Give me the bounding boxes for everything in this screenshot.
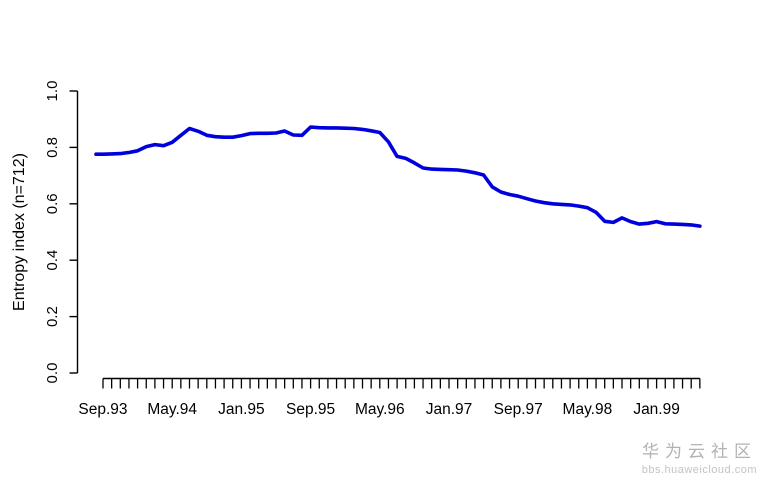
x-tick-label: May.94 [147,401,197,418]
watermark-url: bbs.huaweicloud.com [641,463,757,476]
x-axis: Sep.93 May.94 Jan.95 Sep.95 May.96 Jan.97 Sep.… [78,377,701,418]
watermark-brand: 华为云社区 [642,442,757,462]
y-axis: 0.0 0.2 0.4 0.6 0.8 1.0 Entropy index (n=712) [11,81,79,384]
y-tick-label: 0.4 [44,250,61,271]
x-tick-label: Sep.93 [78,401,127,418]
y-tick-label: 0.8 [44,137,61,158]
x-tick-label: Sep.95 [286,401,335,418]
x-tick-label: Jan.97 [426,401,473,418]
watermark: 华为云社区 bbs.huaweicloud.com [642,442,757,477]
x-tick-label: May.98 [563,401,613,418]
y-tick-label: 0.0 [44,363,61,384]
y-tick-label: 0.2 [44,306,61,327]
x-tick-label: Sep.97 [494,401,543,418]
x-tick-label: May.96 [355,401,405,418]
y-axis-title: Entropy index (n=712) [11,153,28,311]
entropy-series-line [94,125,702,228]
x-tick-label: Jan.99 [633,401,680,418]
y-tick-label: 0.6 [44,193,61,214]
y-tick-label: 1.0 [44,81,61,102]
x-tick-label: Jan.95 [218,401,265,418]
